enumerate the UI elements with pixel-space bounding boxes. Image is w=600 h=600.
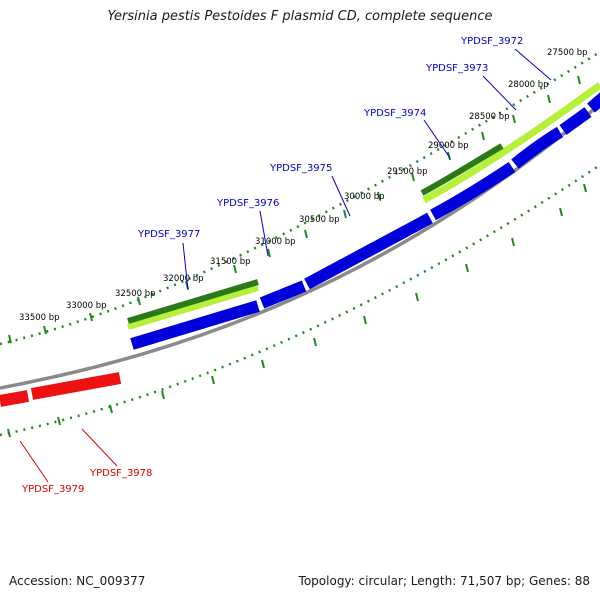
- major-tick: [8, 334, 12, 344]
- major-tick: [559, 207, 563, 217]
- cds-arrow: [30, 372, 122, 400]
- tick-labels: 27500 bp 28000 bp 28500 bp 29000 bp 29500 bp…: [19, 48, 588, 323]
- tick-label: 30000 bp: [344, 192, 385, 202]
- cds-arrow: [559, 107, 592, 135]
- tick-label: 29500 bp: [387, 167, 428, 177]
- major-tick: [512, 114, 516, 124]
- major-tick: [233, 264, 237, 274]
- cds-arrow: [587, 92, 600, 113]
- light-green-feature: [127, 285, 259, 330]
- forward-cds-track: [130, 92, 600, 350]
- gene-label[interactable]: YPDSF_3977: [137, 229, 200, 240]
- major-tick: [465, 263, 469, 273]
- leader-line: [331, 175, 351, 217]
- gene-label[interactable]: YPDSF_3972: [460, 36, 523, 47]
- tick-label: 28500 bp: [469, 112, 510, 122]
- major-tick: [261, 359, 265, 369]
- major-tick: [511, 237, 515, 247]
- cds-arrow: [130, 300, 260, 350]
- major-tick: [313, 337, 317, 347]
- gene-labels: YPDSF_3972 YPDSF_3973 YPDSF_3974 YPDSF_3975…: [19, 36, 552, 495]
- reverse-cds-track: [0, 372, 122, 407]
- major-tick: [481, 131, 485, 141]
- major-tick: [109, 404, 113, 414]
- major-tick: [415, 292, 419, 302]
- tick-label: 28000 bp: [508, 80, 549, 90]
- major-tick: [304, 229, 308, 239]
- light-green-feature: [422, 82, 600, 204]
- major-tick: [267, 248, 271, 258]
- inner-tick-ring: [0, 163, 600, 437]
- dark-green-feature: [127, 279, 259, 324]
- gene-label[interactable]: YPDSF_3978: [89, 468, 152, 479]
- cds-arrow: [304, 212, 433, 290]
- tick-label: 33500 bp: [19, 313, 60, 323]
- summary-label: Topology: circular; Length: 71,507 bp; G…: [298, 574, 590, 588]
- tick-label: 27500 bp: [547, 48, 588, 58]
- tick-label: 33000 bp: [66, 301, 107, 311]
- cds-arrow: [430, 162, 516, 221]
- major-tick: [363, 315, 367, 325]
- cds-arrow: [0, 390, 30, 407]
- dark-green-feature: [420, 143, 504, 196]
- major-tick: [547, 94, 551, 104]
- leader-line: [423, 119, 451, 159]
- map-title: Yersinia pestis Pestoides F plasmid CD, …: [107, 9, 493, 24]
- leader-line: [482, 75, 517, 111]
- cds-arrow: [259, 280, 307, 309]
- tick-label: 31000 bp: [255, 237, 296, 247]
- leader-line: [19, 440, 49, 483]
- tick-label: 32500 bp: [115, 289, 156, 299]
- major-tick: [57, 416, 61, 426]
- tick-label: 32000 bp: [163, 274, 204, 284]
- major-tick: [577, 75, 581, 85]
- major-tick: [89, 312, 93, 322]
- major-tick: [43, 325, 47, 335]
- major-tick: [211, 375, 215, 385]
- major-tick: [583, 183, 587, 193]
- leader-line: [81, 428, 118, 467]
- major-tick: [377, 191, 381, 201]
- tick-label: 30500 bp: [299, 215, 340, 225]
- tick-label: 31500 bp: [210, 257, 251, 267]
- major-tick: [161, 390, 165, 400]
- gene-label[interactable]: YPDSF_3975: [269, 163, 332, 174]
- tick-label: 29000 bp: [428, 141, 469, 151]
- leader-line: [514, 48, 552, 81]
- major-tick: [343, 209, 347, 219]
- gene-label[interactable]: YPDSF_3976: [216, 198, 279, 209]
- gene-label[interactable]: YPDSF_3979: [21, 484, 84, 495]
- gene-label[interactable]: YPDSF_3974: [363, 108, 426, 119]
- major-tick: [137, 296, 141, 306]
- cds-arrow: [511, 126, 564, 169]
- plasmid-backbone: [0, 101, 600, 390]
- leader-line: [182, 242, 189, 291]
- accession-label: Accession: NC_009377: [9, 574, 146, 588]
- major-tick: [411, 172, 415, 182]
- leader-line: [259, 210, 269, 257]
- gene-label[interactable]: YPDSF_3973: [425, 63, 488, 74]
- major-tick: [7, 428, 11, 438]
- outer-major-ticks: [8, 75, 581, 344]
- inner-major-ticks: [7, 183, 587, 438]
